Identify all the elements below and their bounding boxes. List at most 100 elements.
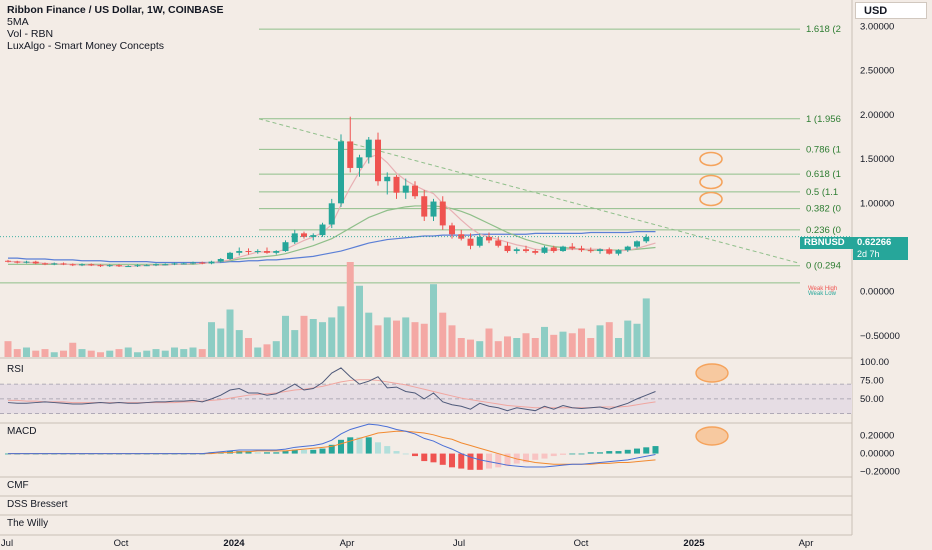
- cmf-pane-label[interactable]: CMF: [7, 480, 29, 491]
- volume-bar: [124, 347, 132, 357]
- symbol-title[interactable]: Ribbon Finance / US Dollar, 1W, COINBASE: [7, 4, 224, 16]
- candle-body: [606, 249, 613, 254]
- volume-bar: [559, 331, 567, 357]
- volume-bar: [393, 320, 400, 357]
- price-axis-tick: −0.50000: [860, 331, 900, 342]
- volume-bar: [633, 323, 641, 357]
- macd-histogram-bar: [273, 452, 280, 454]
- volume-bar: [235, 330, 243, 357]
- candle-body: [106, 265, 113, 267]
- macd-histogram-bar: [282, 451, 289, 454]
- macd-histogram-bar: [356, 437, 363, 454]
- volume-bar: [319, 322, 326, 357]
- candle-body: [356, 157, 363, 168]
- macd-histogram-bar: [412, 453, 418, 457]
- volume-bar: [180, 349, 188, 357]
- volume-bar: [485, 328, 493, 357]
- candle-body: [449, 225, 455, 235]
- macd-histogram-bar: [384, 446, 391, 454]
- macd-axis-tick: 0.20000: [860, 431, 894, 442]
- macd-histogram-bar: [541, 453, 548, 459]
- volume-bar: [439, 312, 447, 357]
- volume-bar: [60, 350, 67, 357]
- macd-histogram-bar: [449, 453, 455, 468]
- chart-legend: Ribbon Finance / US Dollar, 1W, COINBASE…: [7, 4, 223, 52]
- candle-body: [79, 264, 85, 266]
- candle-body: [208, 261, 215, 264]
- candle-body: [5, 260, 11, 262]
- macd-histogram-bar: [578, 453, 585, 455]
- currency-button[interactable]: USD: [855, 2, 927, 19]
- volume-bar: [383, 317, 391, 357]
- candle-body: [171, 263, 178, 265]
- indicator-smc[interactable]: LuxAlgo - Smart Money Concepts: [7, 40, 164, 52]
- highlight-circle: [699, 174, 723, 190]
- time-axis-label: 2025: [683, 538, 705, 549]
- volume-bar: [411, 322, 419, 357]
- macd-histogram-bar: [624, 449, 631, 454]
- candle-body: [264, 251, 270, 253]
- macd-histogram-bar: [254, 452, 261, 454]
- time-axis-label: Jul: [1, 538, 13, 549]
- macd-histogram-bar: [328, 444, 335, 454]
- macd-histogram-bar: [560, 453, 566, 455]
- macd-histogram-bar: [587, 452, 594, 454]
- price-axis-tick: 2.00000: [860, 110, 894, 121]
- candle-body: [14, 261, 21, 263]
- volume-bar: [402, 317, 410, 357]
- volume-bar: [87, 350, 95, 357]
- candle-body: [273, 251, 280, 253]
- rsi-axis-tick: 75.00: [860, 375, 884, 386]
- volume-bar: [300, 315, 308, 357]
- macd-histogram-bar: [458, 453, 465, 469]
- volume-bar: [106, 350, 114, 357]
- volume-bar: [69, 342, 77, 357]
- macd-histogram-bar: [264, 452, 270, 454]
- macd-histogram-bar: [439, 453, 446, 465]
- fib-level-label: 0.5 (1.1: [806, 187, 838, 198]
- candle-body: [643, 236, 650, 242]
- volume-bar: [115, 349, 123, 357]
- macd-histogram-bar: [291, 449, 298, 454]
- price-axis-tick: 1.50000: [860, 154, 894, 165]
- candle-body: [541, 247, 548, 253]
- macd-pane-label[interactable]: MACD: [7, 426, 37, 437]
- volume-bar: [217, 328, 225, 357]
- candle-body: [634, 241, 640, 247]
- fib-level-label: 0.236 (0: [806, 225, 841, 236]
- indicator-volume[interactable]: Vol - RBN: [7, 28, 54, 40]
- volume-bar: [642, 298, 650, 357]
- fib-level-label: 0.382 (0: [806, 204, 841, 215]
- indicator-5ma[interactable]: 5MA: [7, 16, 29, 28]
- dss-pane-label[interactable]: DSS Bressert: [7, 499, 68, 510]
- volume-bar: [78, 349, 86, 357]
- candle-body: [393, 176, 400, 193]
- macd-histogram-bar: [523, 453, 529, 463]
- volume-bar: [448, 325, 456, 357]
- volume-bar: [97, 352, 104, 357]
- willy-pane-label[interactable]: The Willy: [7, 518, 49, 529]
- rsi-pane-label[interactable]: RSI: [7, 364, 24, 375]
- candle-body: [88, 264, 95, 266]
- macd-histogram-bar: [338, 439, 344, 454]
- price-axis-tick: 0.00000: [860, 287, 894, 298]
- macd-histogram-bar: [634, 448, 640, 454]
- candle-body: [375, 139, 381, 182]
- macd-histogram-bar: [310, 449, 317, 454]
- candle-body: [180, 263, 187, 265]
- candle-body: [42, 263, 48, 265]
- price-badge-value: 0.62266: [853, 237, 908, 249]
- volume-bar: [504, 336, 511, 357]
- volume-bar: [356, 285, 363, 357]
- volume-bar: [374, 325, 382, 357]
- candle-body: [384, 176, 391, 182]
- time-axis-label: Oct: [114, 538, 129, 549]
- candle-body: [504, 245, 511, 252]
- highlight-circle: [695, 426, 729, 446]
- candle-body: [486, 236, 492, 241]
- candle-body: [291, 233, 298, 243]
- price-axis-tick: 3.00000: [860, 22, 894, 33]
- candle-body: [439, 201, 446, 226]
- volume-bar: [171, 347, 178, 357]
